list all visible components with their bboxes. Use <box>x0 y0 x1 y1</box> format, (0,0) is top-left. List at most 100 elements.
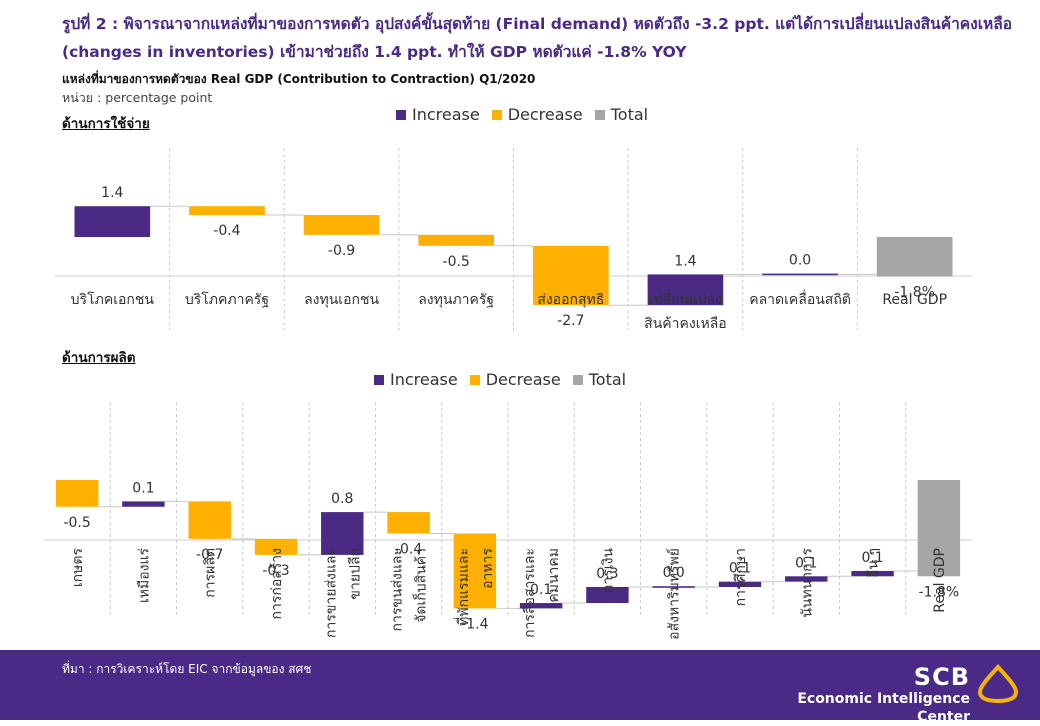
category-label: การเงิน <box>600 548 616 593</box>
section-title-expenditure: ด้านการใช้จ่าย <box>62 116 150 132</box>
bar-0-0 <box>74 206 151 237</box>
category-label: ส่งออกสุทธิ <box>537 292 604 308</box>
bar-0-6 <box>762 273 838 276</box>
legend-increase: Increase <box>374 370 458 389</box>
bar-1-12 <box>851 570 894 577</box>
bar-1-7 <box>519 603 563 609</box>
legend-label-increase: Increase <box>390 370 458 389</box>
bar-0-7 <box>876 237 953 277</box>
section-title-production: ด้านการผลิต <box>62 350 136 366</box>
bar-1-3 <box>254 538 298 555</box>
category-label: อสังหาริมทรัพย์ <box>666 548 683 640</box>
legend-label-total: Total <box>588 370 627 389</box>
data-label: -0.7 <box>196 547 223 563</box>
category-label: การก่อสร้าง <box>269 548 285 620</box>
legend-increase: Increase <box>396 105 480 124</box>
data-label: 0.1 <box>729 561 751 577</box>
category-label: Real GDP <box>932 548 948 613</box>
category-label: การสื่อสารและ <box>520 548 538 638</box>
bar-1-8 <box>586 587 629 604</box>
category-label: คมนาคม <box>546 548 562 603</box>
waterfall-charts: 1.4 -0.4 -0.9 -0.5 -2.7 1.4 0.0 -1.8% บริโภคเอกช… <box>44 148 972 640</box>
scb-logo-icon <box>977 664 1019 704</box>
category-label: เปลี่ยนแปลง <box>649 290 722 308</box>
data-label: 1.4 <box>101 185 123 201</box>
category-label: นันทนาการ <box>799 548 815 618</box>
bar-1-13 <box>917 480 961 577</box>
bar-1-9 <box>652 586 695 588</box>
bar-1-0 <box>55 480 99 507</box>
data-label: 1.4 <box>674 253 696 269</box>
bar-1-2 <box>188 501 231 539</box>
category-label: อื่น ๆ <box>864 548 882 578</box>
legend-swatch-decrease <box>491 109 502 120</box>
brand-block: SCB Economic Intelligence Center <box>756 664 970 726</box>
category-label: Real GDP <box>882 292 947 308</box>
brand-unit: Economic Intelligence Center <box>797 691 970 725</box>
chart-subtitle: แหล่งที่มาของการหดตัวของ Real GDP (Contr… <box>62 72 536 86</box>
category-label: คลาดเคลื่อนสถิติ <box>749 290 851 308</box>
category-label: การศึกษา <box>733 548 749 606</box>
data-label: 0.1 <box>861 550 883 566</box>
data-label: 0.1 <box>795 555 817 571</box>
bar-1-1 <box>122 501 165 507</box>
figure-title: รูปที่ 2 : พิจารณาจากแหล่งที่มาของการหดต… <box>62 15 1013 61</box>
data-label: -1.8% <box>919 584 960 600</box>
data-label: -1.8% <box>894 285 935 301</box>
legend-total: Total <box>594 105 649 124</box>
category-label: บริโภคเอกชน <box>71 291 155 308</box>
legend-expenditure: Increase Decrease Total <box>396 105 660 124</box>
bar-1-5 <box>387 512 430 534</box>
category-label: เกษตร <box>70 548 86 588</box>
footer-bar: ที่มา : การวิเคราะห์โดย EIC จากข้อมูลของ… <box>0 650 1040 725</box>
legend-swatch-total <box>594 109 605 120</box>
data-label: -1.4 <box>461 616 488 632</box>
unit-label: หน่วย : percentage point <box>62 90 213 105</box>
data-label: -0.5 <box>63 515 90 531</box>
bar-1-4 <box>321 512 364 555</box>
source-note: ที่มา : การวิเคราะห์โดย EIC จากข้อมูลของ… <box>62 662 312 676</box>
legend-swatch-total <box>572 374 583 385</box>
legend-label-decrease: Decrease <box>485 370 561 389</box>
legend-decrease: Decrease <box>469 370 561 389</box>
bar-1-11 <box>785 576 828 582</box>
data-label: -2.7 <box>557 313 584 329</box>
legend-swatch-decrease <box>469 374 480 385</box>
bar-0-4 <box>532 245 609 306</box>
data-label: 0.0 <box>663 565 685 581</box>
legend-swatch-increase <box>374 374 384 385</box>
category-label: ขายปลีก <box>347 548 363 600</box>
data-label: 0.8 <box>331 491 353 507</box>
bar-0-3 <box>418 234 495 246</box>
legend-total: Total <box>572 370 627 389</box>
legend-label-decrease: Decrease <box>507 105 583 124</box>
legend-decrease: Decrease <box>491 105 583 124</box>
brand-name: SCB <box>913 663 970 691</box>
category-label: ลงทุนเอกชน <box>304 292 379 308</box>
legend-label-increase: Increase <box>412 105 480 124</box>
data-label: 0.3 <box>596 566 618 582</box>
category-label: ที่พักแรมและ <box>454 548 472 626</box>
bar-0-5 <box>647 274 724 306</box>
bar-0-2 <box>303 215 380 235</box>
category-label: บริโภคภาครัฐ <box>185 291 269 308</box>
data-label: -0.4 <box>395 542 422 558</box>
category-label: การขายส่งและ <box>323 548 339 638</box>
legend-label-total: Total <box>610 105 649 124</box>
data-label: 0.1 <box>132 480 154 496</box>
category-label: อาหาร <box>480 548 496 589</box>
bar-1-10 <box>718 581 762 587</box>
data-label: -0.4 <box>213 223 240 239</box>
data-label: 0.1 <box>530 582 552 598</box>
category-label: เหมืองแร่ <box>136 548 152 604</box>
data-label: -0.9 <box>328 243 355 259</box>
data-label: -0.5 <box>443 254 470 270</box>
data-label: -0.3 <box>262 563 289 579</box>
legend-swatch-increase <box>396 109 406 120</box>
legend-production: Increase Decrease Total <box>374 370 638 389</box>
category-label: สินค้าคงเหลือ <box>644 316 727 332</box>
data-label: 0.0 <box>789 253 811 269</box>
category-label: จัดเก็บสินค้า <box>412 548 430 623</box>
category-label: การขนส่งและ <box>390 548 406 632</box>
bar-1-6 <box>453 533 497 609</box>
